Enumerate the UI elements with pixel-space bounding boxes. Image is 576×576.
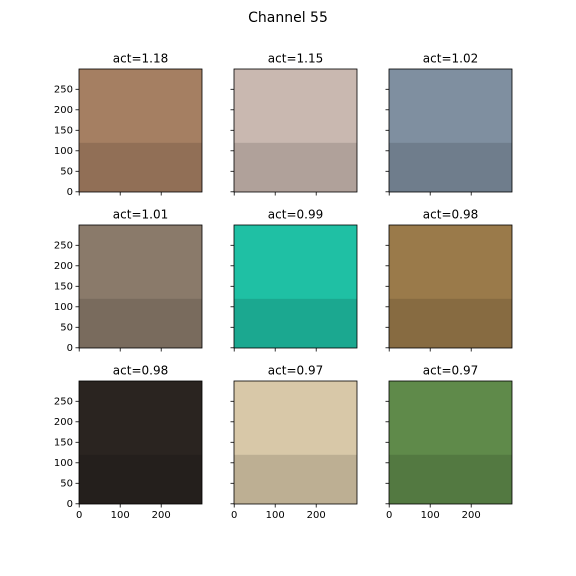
image-shade: [234, 298, 357, 348]
image-shade: [389, 454, 512, 504]
x-tick-label: 0: [231, 510, 237, 521]
image: [389, 381, 512, 504]
image: [389, 69, 512, 192]
image: [79, 225, 202, 348]
x-tick-label: 200: [307, 510, 326, 521]
y-tick-label: 0: [67, 187, 73, 198]
y-tick-label: 250: [54, 84, 73, 95]
figure-title: Channel 55: [248, 10, 328, 26]
x-tick-label: 100: [111, 510, 130, 521]
y-tick-label: 200: [54, 261, 73, 272]
y-tick-label: 100: [54, 302, 73, 313]
y-tick-label: 250: [54, 240, 73, 251]
subplot-title: act=1.18: [113, 52, 168, 66]
subplot-title: act=1.01: [113, 208, 168, 222]
subplot-title: act=0.98: [423, 208, 478, 222]
image: [79, 69, 202, 192]
subplot-title: act=0.99: [268, 208, 323, 222]
image: [234, 225, 357, 348]
subplot-title: act=0.97: [268, 364, 323, 378]
y-tick-label: 50: [60, 322, 73, 333]
y-tick-label: 150: [54, 125, 73, 136]
y-tick-label: 50: [60, 166, 73, 177]
subplot-title: act=1.02: [423, 52, 478, 66]
subplot: act=1.18 0 50 100 150 200 250: [54, 52, 203, 198]
y-tick-label: 250: [54, 396, 73, 407]
subplot: act=0.99: [230, 208, 358, 352]
y-tick-label: 100: [54, 146, 73, 157]
y-tick-label: 100: [54, 458, 73, 469]
image-shade: [79, 142, 202, 192]
image-shade: [234, 454, 357, 504]
image: [389, 225, 512, 348]
image-shade: [389, 142, 512, 192]
image: [79, 381, 202, 504]
subplot: act=1.15: [230, 52, 358, 196]
x-tick-label: 0: [386, 510, 392, 521]
y-tick-label: 200: [54, 105, 73, 116]
x-tick-label: 200: [462, 510, 481, 521]
subplot: act=1.01 0 50 100 150 200 250: [54, 208, 203, 354]
y-tick-label: 0: [67, 343, 73, 354]
subplot: act=0.98: [385, 208, 513, 352]
y-tick-label: 50: [60, 478, 73, 489]
y-tick-label: 200: [54, 417, 73, 428]
y-tick-label: 150: [54, 437, 73, 448]
subplot-title: act=1.15: [268, 52, 323, 66]
image-shade: [389, 298, 512, 348]
y-tick-label: 0: [67, 499, 73, 510]
image-shade: [79, 454, 202, 504]
x-tick-label: 200: [152, 510, 171, 521]
x-tick-label: 0: [76, 510, 82, 521]
subplot: act=0.97 0 100 200: [385, 364, 513, 521]
x-tick-label: 100: [421, 510, 440, 521]
subplot-title: act=0.98: [113, 364, 168, 378]
subplot: act=0.97 0 100 200: [230, 364, 358, 521]
image-shade: [234, 142, 357, 192]
y-tick-label: 150: [54, 281, 73, 292]
subplot: act=0.98 0 100 200 0 50 100 150 200 250: [54, 364, 203, 521]
image: [234, 381, 357, 504]
image-shade: [79, 298, 202, 348]
x-tick-label: 100: [266, 510, 285, 521]
image: [234, 69, 357, 192]
subplot: act=1.02: [385, 52, 513, 196]
subplot-title: act=0.97: [423, 364, 478, 378]
